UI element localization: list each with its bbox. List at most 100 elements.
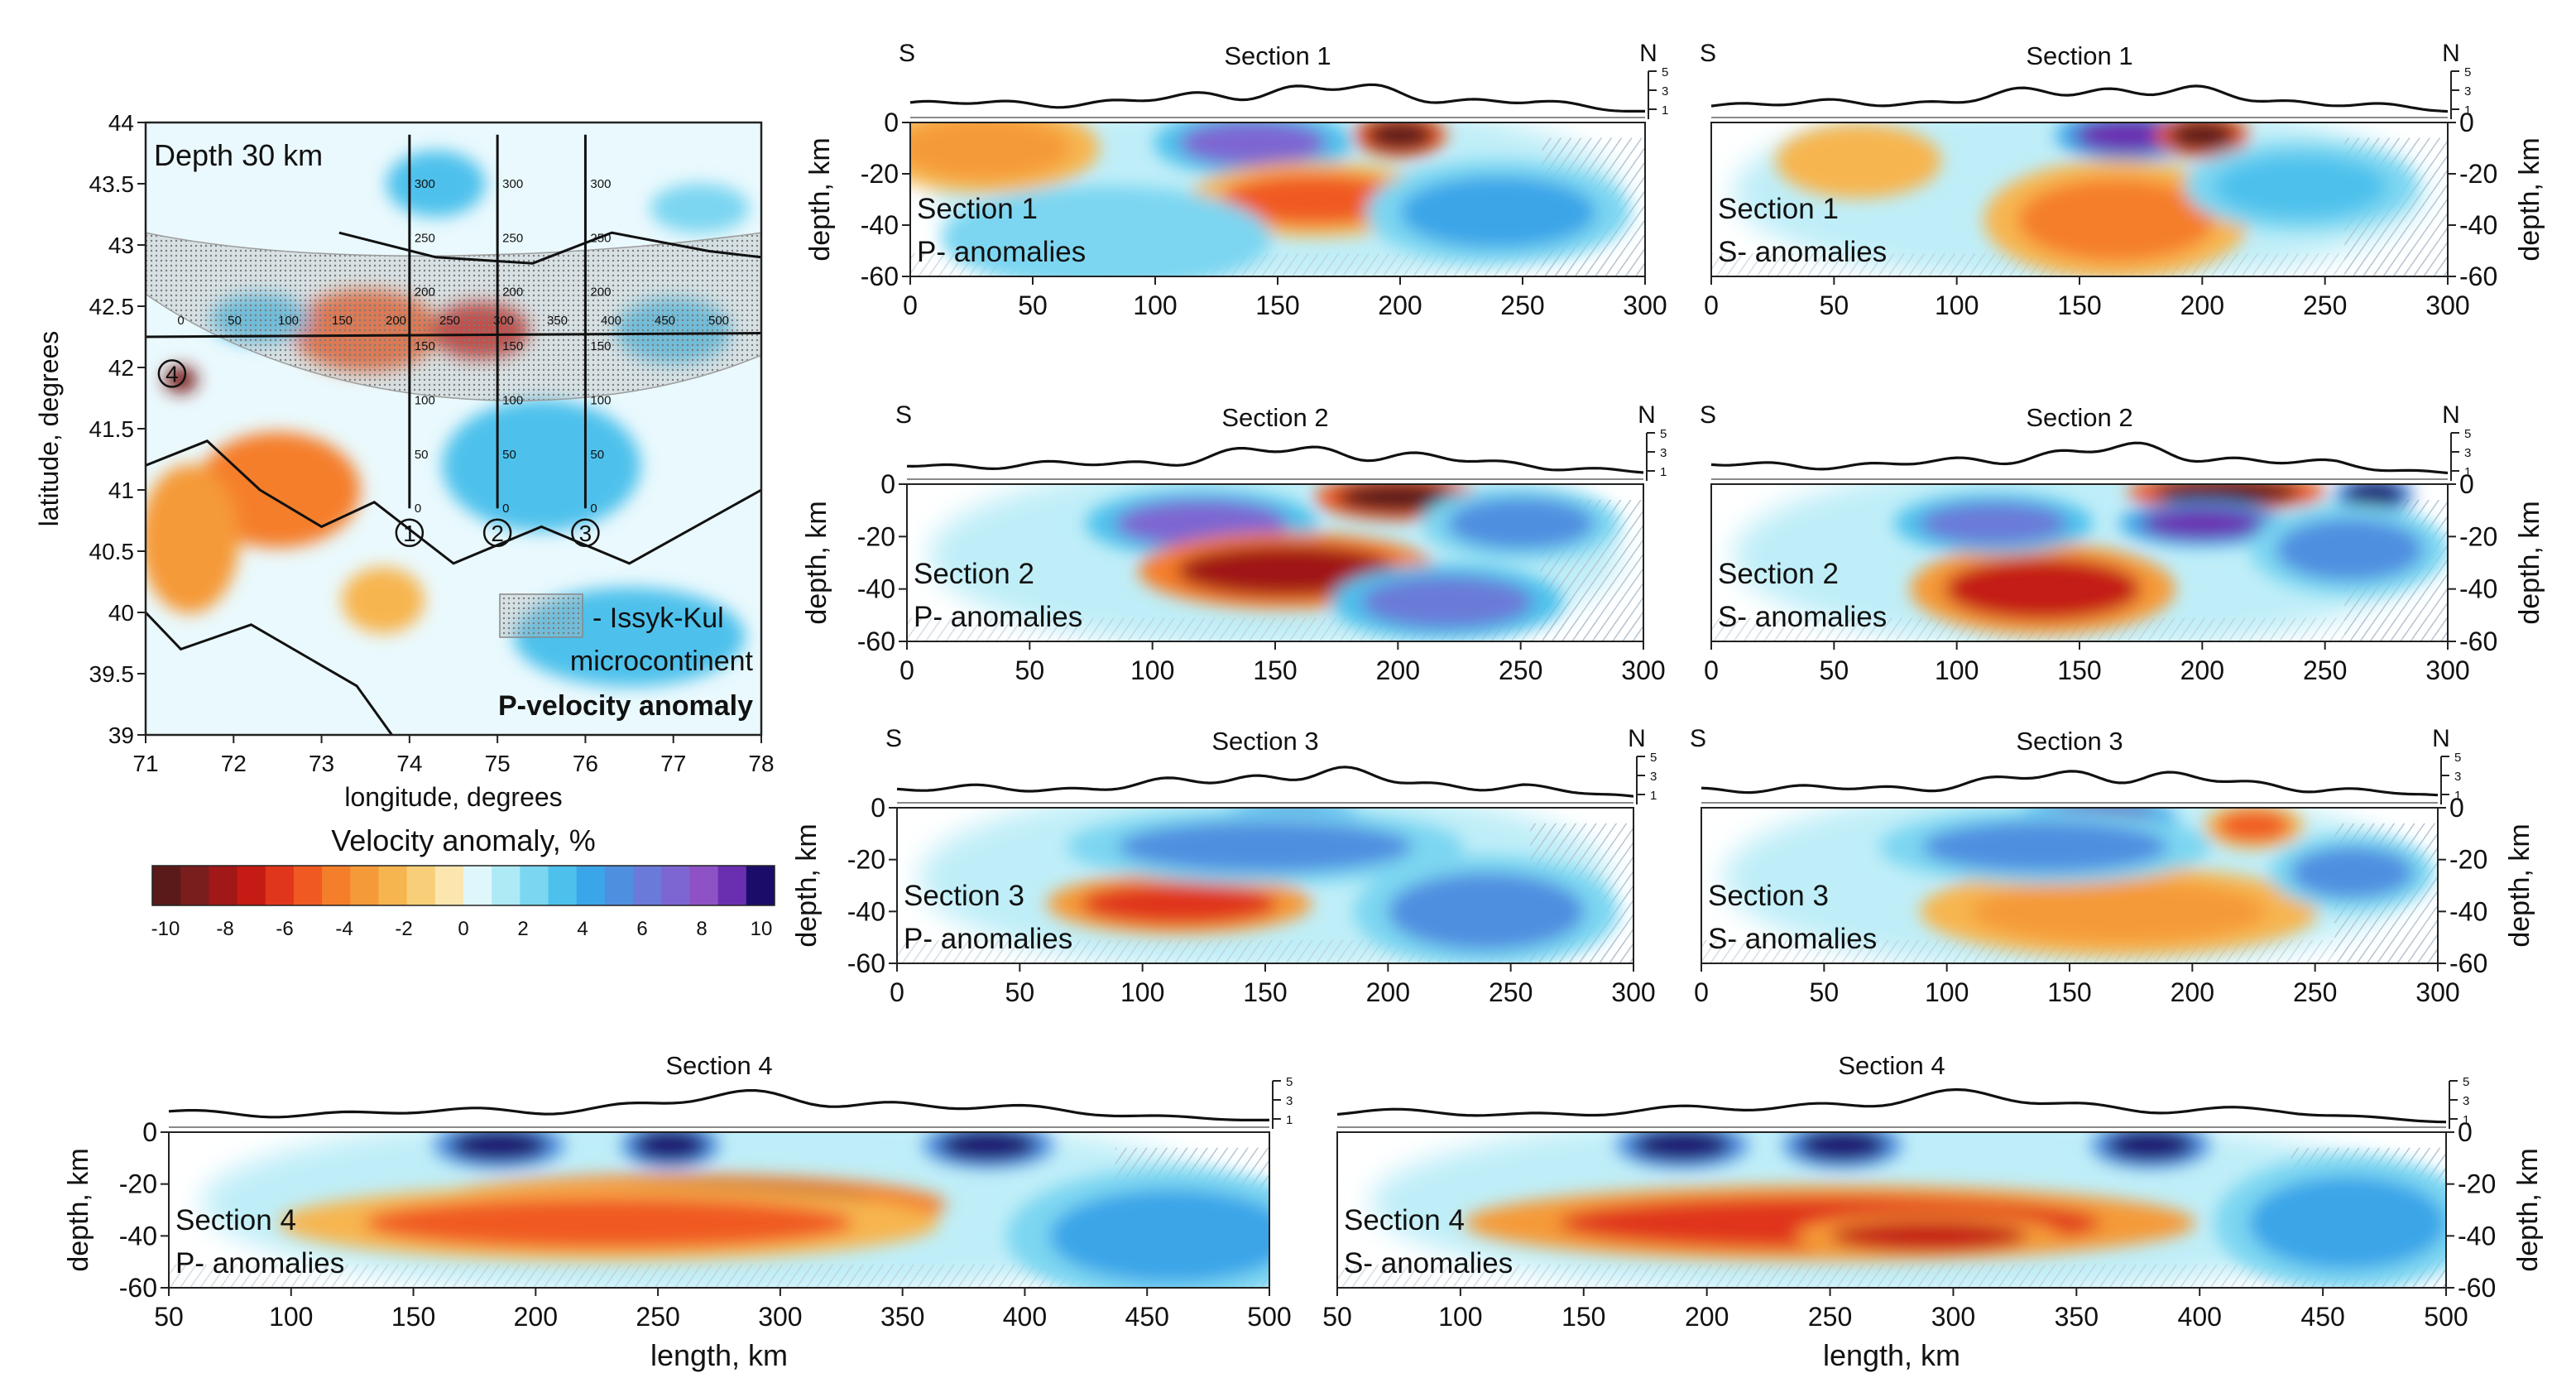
elevation-tick-label: 5 xyxy=(1286,1075,1293,1089)
anomaly xyxy=(2276,518,2424,582)
elevation-tick-label: 5 xyxy=(2464,65,2471,79)
profile-tick-label: 0 xyxy=(590,502,597,516)
topography-line xyxy=(896,766,1634,798)
anomaly xyxy=(1830,1220,2027,1252)
elevation-tick-label: 3 xyxy=(1660,446,1667,460)
anomaly xyxy=(1400,176,1596,248)
colorbar-swatch xyxy=(717,866,747,905)
y-axis-label: depth, km xyxy=(2514,137,2545,261)
x-tick-label: 500 xyxy=(2424,1302,2468,1332)
y-tick-label: -60 xyxy=(2459,262,2497,291)
anomaly xyxy=(1081,882,1278,924)
profile-tick-label: 200 xyxy=(415,286,435,300)
elevation-tick-label: 1 xyxy=(1660,465,1667,479)
x-tick-label: 100 xyxy=(1133,290,1177,320)
country-border xyxy=(146,611,393,735)
anomaly xyxy=(1177,544,1398,598)
y-tick-label: -40 xyxy=(2449,896,2487,926)
anomaly xyxy=(1920,502,2068,545)
x-tick-label: 250 xyxy=(2303,290,2347,320)
y-tick-label: -40 xyxy=(847,896,885,926)
x-tick-label: 50 xyxy=(154,1302,184,1332)
direction-north: N xyxy=(2442,401,2460,429)
profile-tick-label: 200 xyxy=(590,286,611,300)
x-tick-label: 450 xyxy=(2300,1302,2344,1332)
anomaly xyxy=(1179,122,1327,166)
colorbar-tick-label: 6 xyxy=(636,918,647,940)
direction-north: N xyxy=(1628,725,1646,752)
colorbar-tick-label: -2 xyxy=(395,918,412,940)
anomaly xyxy=(2291,847,2414,899)
section-label: Section 3 xyxy=(904,880,1024,912)
map-anomaly xyxy=(341,567,425,634)
profile-number: 1 xyxy=(403,521,416,546)
elevation-tick-label: 1 xyxy=(2464,103,2471,118)
x-tick-label: 50 xyxy=(1005,977,1035,1007)
y-axis-label: depth, km xyxy=(791,823,823,947)
elevation-tick-label: 3 xyxy=(2463,1094,2469,1108)
profile-tick-label: 100 xyxy=(415,393,435,407)
colorbar-swatch xyxy=(548,866,578,905)
topography-line xyxy=(909,83,1645,113)
map-x-tick-label: 71 xyxy=(132,751,158,776)
profile-4-tick-label: 250 xyxy=(439,314,460,328)
topography-line xyxy=(1710,441,2449,475)
colorbar-swatch xyxy=(576,866,606,905)
y-tick-label: -40 xyxy=(119,1221,157,1251)
legend-label: - Issyk-Kul xyxy=(592,602,724,634)
profile-tick-label: 150 xyxy=(502,339,523,353)
direction-south: S xyxy=(899,40,915,67)
map-title: Depth 30 km xyxy=(154,138,323,172)
country-border xyxy=(338,231,761,265)
profile-4-tick-label: 500 xyxy=(708,314,729,328)
anomaly xyxy=(1118,820,1413,873)
direction-north: N xyxy=(1639,40,1657,67)
anomaly xyxy=(1797,1132,1888,1161)
y-tick-label: 0 xyxy=(2458,1117,2473,1147)
x-tick-label: 200 xyxy=(514,1302,558,1332)
colorbar-swatch xyxy=(520,866,549,905)
y-axis-label: depth, km xyxy=(63,1148,94,1271)
elevation-tick-label: 1 xyxy=(2463,1113,2469,1127)
y-tick-label: 0 xyxy=(884,108,899,137)
anomaly xyxy=(1446,497,1595,550)
x-tick-label: 300 xyxy=(2425,290,2469,320)
map-anomaly xyxy=(442,399,641,532)
x-tick-label: 100 xyxy=(1935,655,1979,685)
wave-type-label: S- anomalies xyxy=(1708,923,1877,955)
y-tick-label: -20 xyxy=(119,1169,157,1199)
colorbar-tick-label: -10 xyxy=(151,918,180,940)
profile-4-tick-label: 350 xyxy=(547,314,568,328)
anomaly xyxy=(939,1132,1038,1161)
y-tick-label: -40 xyxy=(2459,574,2497,604)
topography-line xyxy=(1710,84,2449,113)
x-tick-label: 200 xyxy=(2171,977,2214,1007)
colorbar-swatch xyxy=(406,866,436,905)
map-x-tick-label: 74 xyxy=(396,751,422,776)
map-y-tick-label: 41 xyxy=(108,478,134,503)
x-tick-label: 100 xyxy=(1130,655,1174,685)
profile-number: 4 xyxy=(165,361,179,386)
anomaly xyxy=(2248,1176,2446,1270)
x-tick-label: 250 xyxy=(1499,655,1542,685)
profile-tick-label: 150 xyxy=(415,339,435,353)
y-tick-label: -20 xyxy=(847,845,885,875)
colorbar-swatch xyxy=(350,866,379,905)
x-axis-label: length, km xyxy=(650,1338,788,1372)
colorbar-tick-label: -4 xyxy=(335,918,353,940)
x-tick-label: 200 xyxy=(2180,290,2224,320)
anomaly xyxy=(1049,1188,1269,1283)
profile-marker xyxy=(571,518,600,548)
wave-type-label: S- anomalies xyxy=(1718,601,1887,633)
section-title: Section 3 xyxy=(1211,727,1318,756)
wave-type-label: P- anomalies xyxy=(904,923,1072,955)
y-tick-label: -40 xyxy=(2459,210,2497,240)
profile-tick-label: 100 xyxy=(590,393,611,407)
wave-type-label: P- anomalies xyxy=(917,236,1086,268)
colorbar-tick-label: 2 xyxy=(517,918,528,940)
direction-north: N xyxy=(1638,401,1656,429)
section-label: Section 4 xyxy=(175,1204,296,1236)
map-y-tick-label: 43 xyxy=(108,233,134,258)
section-frame xyxy=(1336,1131,2447,1289)
